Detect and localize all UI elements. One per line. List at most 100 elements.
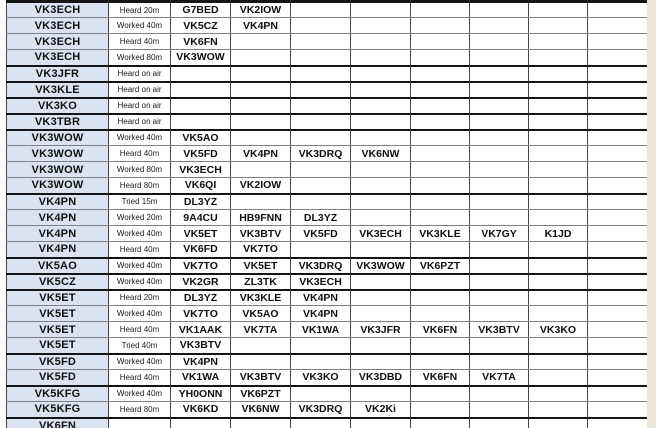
contact-cell[interactable] <box>587 49 648 67</box>
contact-cell[interactable] <box>528 65 588 83</box>
contact-cell[interactable] <box>528 241 588 259</box>
contact-cell[interactable] <box>469 289 529 306</box>
contact-cell[interactable] <box>350 241 411 259</box>
band-status-cell[interactable]: Heard 20m <box>108 289 171 306</box>
contact-cell[interactable] <box>230 337 291 355</box>
contact-cell[interactable]: VK3BTV <box>469 321 529 338</box>
band-status-cell[interactable]: Heard on air <box>108 97 171 115</box>
contact-cell[interactable] <box>410 385 470 402</box>
band-status-cell[interactable]: Worked 40m <box>108 305 171 322</box>
contact-cell[interactable] <box>290 161 351 178</box>
contact-cell[interactable] <box>528 385 588 402</box>
contact-cell[interactable] <box>587 1 648 18</box>
contact-cell[interactable] <box>410 161 470 178</box>
contact-cell[interactable] <box>350 417 411 428</box>
contact-cell[interactable] <box>469 209 529 226</box>
contact-cell[interactable] <box>469 49 529 67</box>
contact-cell[interactable] <box>528 161 588 178</box>
contact-cell[interactable] <box>528 401 588 419</box>
band-status-cell[interactable]: Worked 80m <box>108 161 171 178</box>
band-status-cell[interactable]: Worked 40m <box>108 17 171 34</box>
contact-cell[interactable] <box>230 113 291 131</box>
contact-cell[interactable]: VK7TO <box>170 305 231 322</box>
contact-cell[interactable] <box>410 33 470 50</box>
band-status-cell[interactable]: Heard 40m <box>108 145 171 162</box>
contact-cell[interactable] <box>528 49 588 67</box>
band-status-cell[interactable]: Heard on air <box>108 81 171 99</box>
contact-cell[interactable] <box>410 113 470 131</box>
callsign-cell[interactable]: VK5ET <box>6 289 109 306</box>
callsign-cell[interactable]: VK3ECH <box>6 33 109 50</box>
contact-cell[interactable]: VK3KLE <box>410 225 470 242</box>
contact-cell[interactable] <box>290 353 351 370</box>
contact-cell[interactable] <box>528 97 588 115</box>
contact-cell[interactable] <box>469 241 529 259</box>
contact-cell[interactable] <box>587 353 648 370</box>
contact-cell[interactable]: DL3YZ <box>290 209 351 226</box>
contact-cell[interactable] <box>587 177 648 195</box>
contact-cell[interactable]: VK1AAK <box>170 321 231 338</box>
contact-cell[interactable]: VK7TA <box>230 321 291 338</box>
contact-cell[interactable] <box>290 33 351 50</box>
callsign-cell[interactable]: VK3WOW <box>6 177 109 195</box>
contact-cell[interactable] <box>230 161 291 178</box>
contact-cell[interactable]: VK5ET <box>170 225 231 242</box>
contact-cell[interactable] <box>410 129 470 146</box>
contact-cell[interactable] <box>410 193 470 210</box>
contact-cell[interactable] <box>290 113 351 131</box>
band-status-cell[interactable]: Heard on air <box>108 65 171 83</box>
contact-cell[interactable] <box>528 369 588 387</box>
band-status-cell[interactable]: Tried 15m <box>108 193 171 210</box>
contact-cell[interactable] <box>587 337 648 355</box>
contact-cell[interactable] <box>528 337 588 355</box>
contact-cell[interactable] <box>528 417 588 428</box>
contact-cell[interactable] <box>290 49 351 67</box>
contact-cell[interactable]: K1JD <box>528 225 588 242</box>
contact-cell[interactable] <box>528 353 588 370</box>
contact-cell[interactable] <box>230 353 291 370</box>
contact-cell[interactable] <box>528 305 588 322</box>
contact-cell[interactable] <box>230 81 291 99</box>
contact-cell[interactable] <box>469 337 529 355</box>
callsign-cell[interactable]: VK3KO <box>6 97 109 115</box>
contact-cell[interactable] <box>587 193 648 210</box>
contact-cell[interactable] <box>587 145 648 162</box>
contact-cell[interactable]: VK6KD <box>170 401 231 419</box>
contact-cell[interactable] <box>587 289 648 306</box>
contact-cell[interactable] <box>410 65 470 83</box>
callsign-cell[interactable]: VK3ECH <box>6 17 109 34</box>
contact-cell[interactable]: VK6PZT <box>230 385 291 402</box>
contact-cell[interactable] <box>587 401 648 419</box>
contact-cell[interactable]: VK6FN <box>410 369 470 387</box>
contact-cell[interactable] <box>587 369 648 387</box>
contact-cell[interactable] <box>469 81 529 99</box>
contact-cell[interactable] <box>410 177 470 195</box>
contact-cell[interactable] <box>410 417 470 428</box>
contact-cell[interactable]: HB9FNN <box>230 209 291 226</box>
contact-cell[interactable]: ZL3TK <box>230 273 291 291</box>
contact-cell[interactable] <box>410 1 470 18</box>
contact-cell[interactable]: VK5FD <box>290 225 351 242</box>
contact-cell[interactable]: VK4PN <box>290 289 351 306</box>
contact-cell[interactable] <box>469 97 529 115</box>
contact-cell[interactable]: VK2Ki <box>350 401 411 419</box>
contact-cell[interactable] <box>528 113 588 131</box>
band-status-cell[interactable]: Worked 40m <box>108 273 171 291</box>
callsign-cell[interactable]: VK3WOW <box>6 161 109 178</box>
contact-cell[interactable] <box>350 305 411 322</box>
contact-cell[interactable] <box>350 49 411 67</box>
contact-cell[interactable]: VK7GY <box>469 225 529 242</box>
contact-cell[interactable]: VK5FD <box>170 145 231 162</box>
contact-cell[interactable]: VK3WOW <box>170 49 231 67</box>
contact-cell[interactable] <box>410 353 470 370</box>
contact-cell[interactable] <box>230 97 291 115</box>
contact-cell[interactable] <box>170 417 231 428</box>
callsign-cell[interactable]: VK3WOW <box>6 129 109 146</box>
callsign-cell[interactable]: VK4PN <box>6 225 109 242</box>
contact-cell[interactable] <box>469 305 529 322</box>
band-status-cell[interactable]: Heard 40m <box>108 369 171 387</box>
contact-cell[interactable] <box>350 65 411 83</box>
contact-cell[interactable] <box>410 241 470 259</box>
contact-cell[interactable] <box>230 129 291 146</box>
contact-cell[interactable] <box>528 17 588 34</box>
